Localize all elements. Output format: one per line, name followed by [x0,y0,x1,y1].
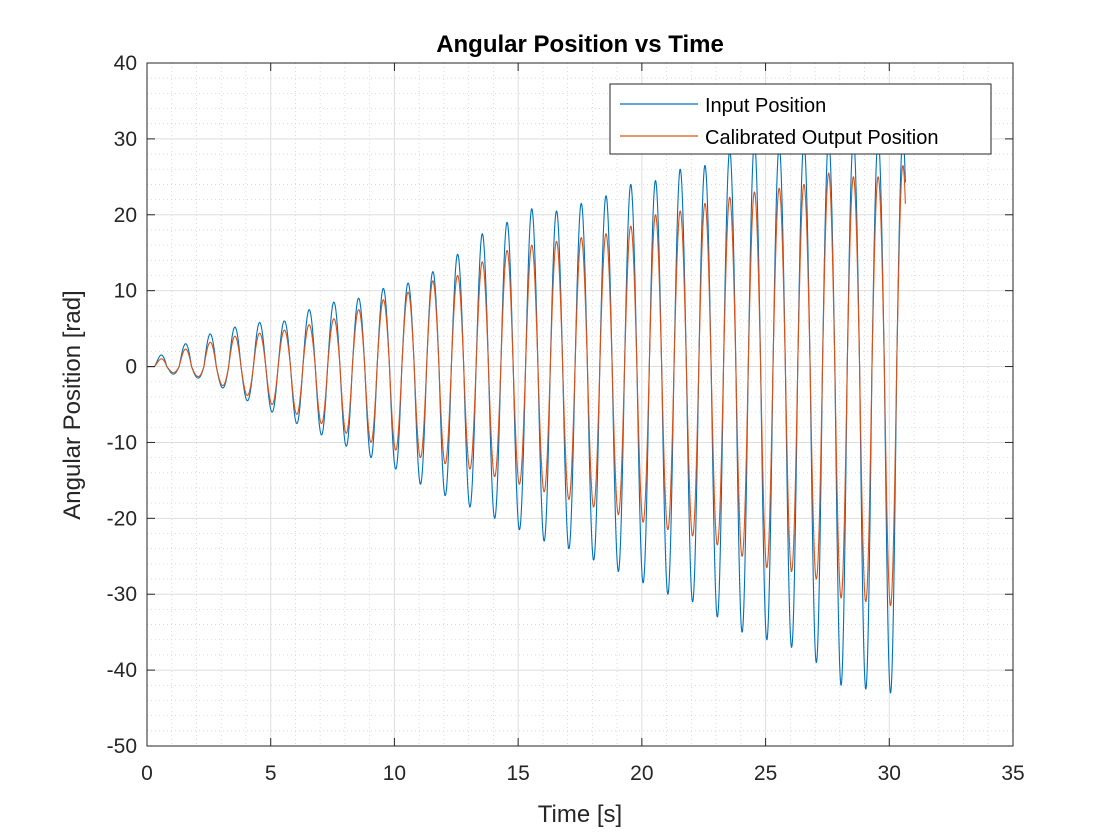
y-tick-label: 10 [114,280,137,303]
x-axis-label: Time [s] [538,801,622,828]
y-tick-label: 0 [125,356,137,379]
plot-area: 0 5 10 15 20 25 30 35 40 30 20 10 0 -10 -20 -30 -40 -50 [107,52,1025,785]
legend-box [609,83,992,155]
y-tick-label: -30 [107,583,137,606]
series-line-calibrated-output-position [146,164,906,607]
y-tick-label: -50 [107,735,137,758]
y-tick-label: 20 [114,204,137,227]
chart-title: Angular Position vs Time [436,31,724,58]
y-tick-label: 40 [114,52,137,75]
minor-grid [147,63,1013,746]
x-tick-label: 20 [630,762,653,785]
y-tick-label: -20 [107,507,137,530]
legend-label-input-position: Input Position [705,95,826,117]
x-tick-label: 30 [878,762,901,785]
x-axis-ticks: 0 5 10 15 20 25 30 35 [141,63,1025,785]
legend-label-calibrated-output-position: Calibrated Output Position [705,127,938,149]
x-tick-label: 15 [506,762,529,785]
y-tick-label: 30 [114,128,137,151]
y-tick-label: -40 [107,659,137,682]
x-tick-label: 35 [1001,762,1024,785]
y-axis-label: Angular Position [rad] [59,290,86,519]
y-tick-label: -10 [107,431,137,454]
legend: Input Position Calibrated Output Positio… [609,83,992,155]
x-tick-label: 10 [383,762,406,785]
axes-background [147,63,1013,746]
x-tick-label: 25 [754,762,777,785]
axes-box [146,62,1014,747]
y-axis-ticks: 40 30 20 10 0 -10 -20 -30 -40 -50 [107,52,1013,758]
x-tick-label: 5 [265,762,277,785]
x-tick-label: 0 [141,762,153,785]
